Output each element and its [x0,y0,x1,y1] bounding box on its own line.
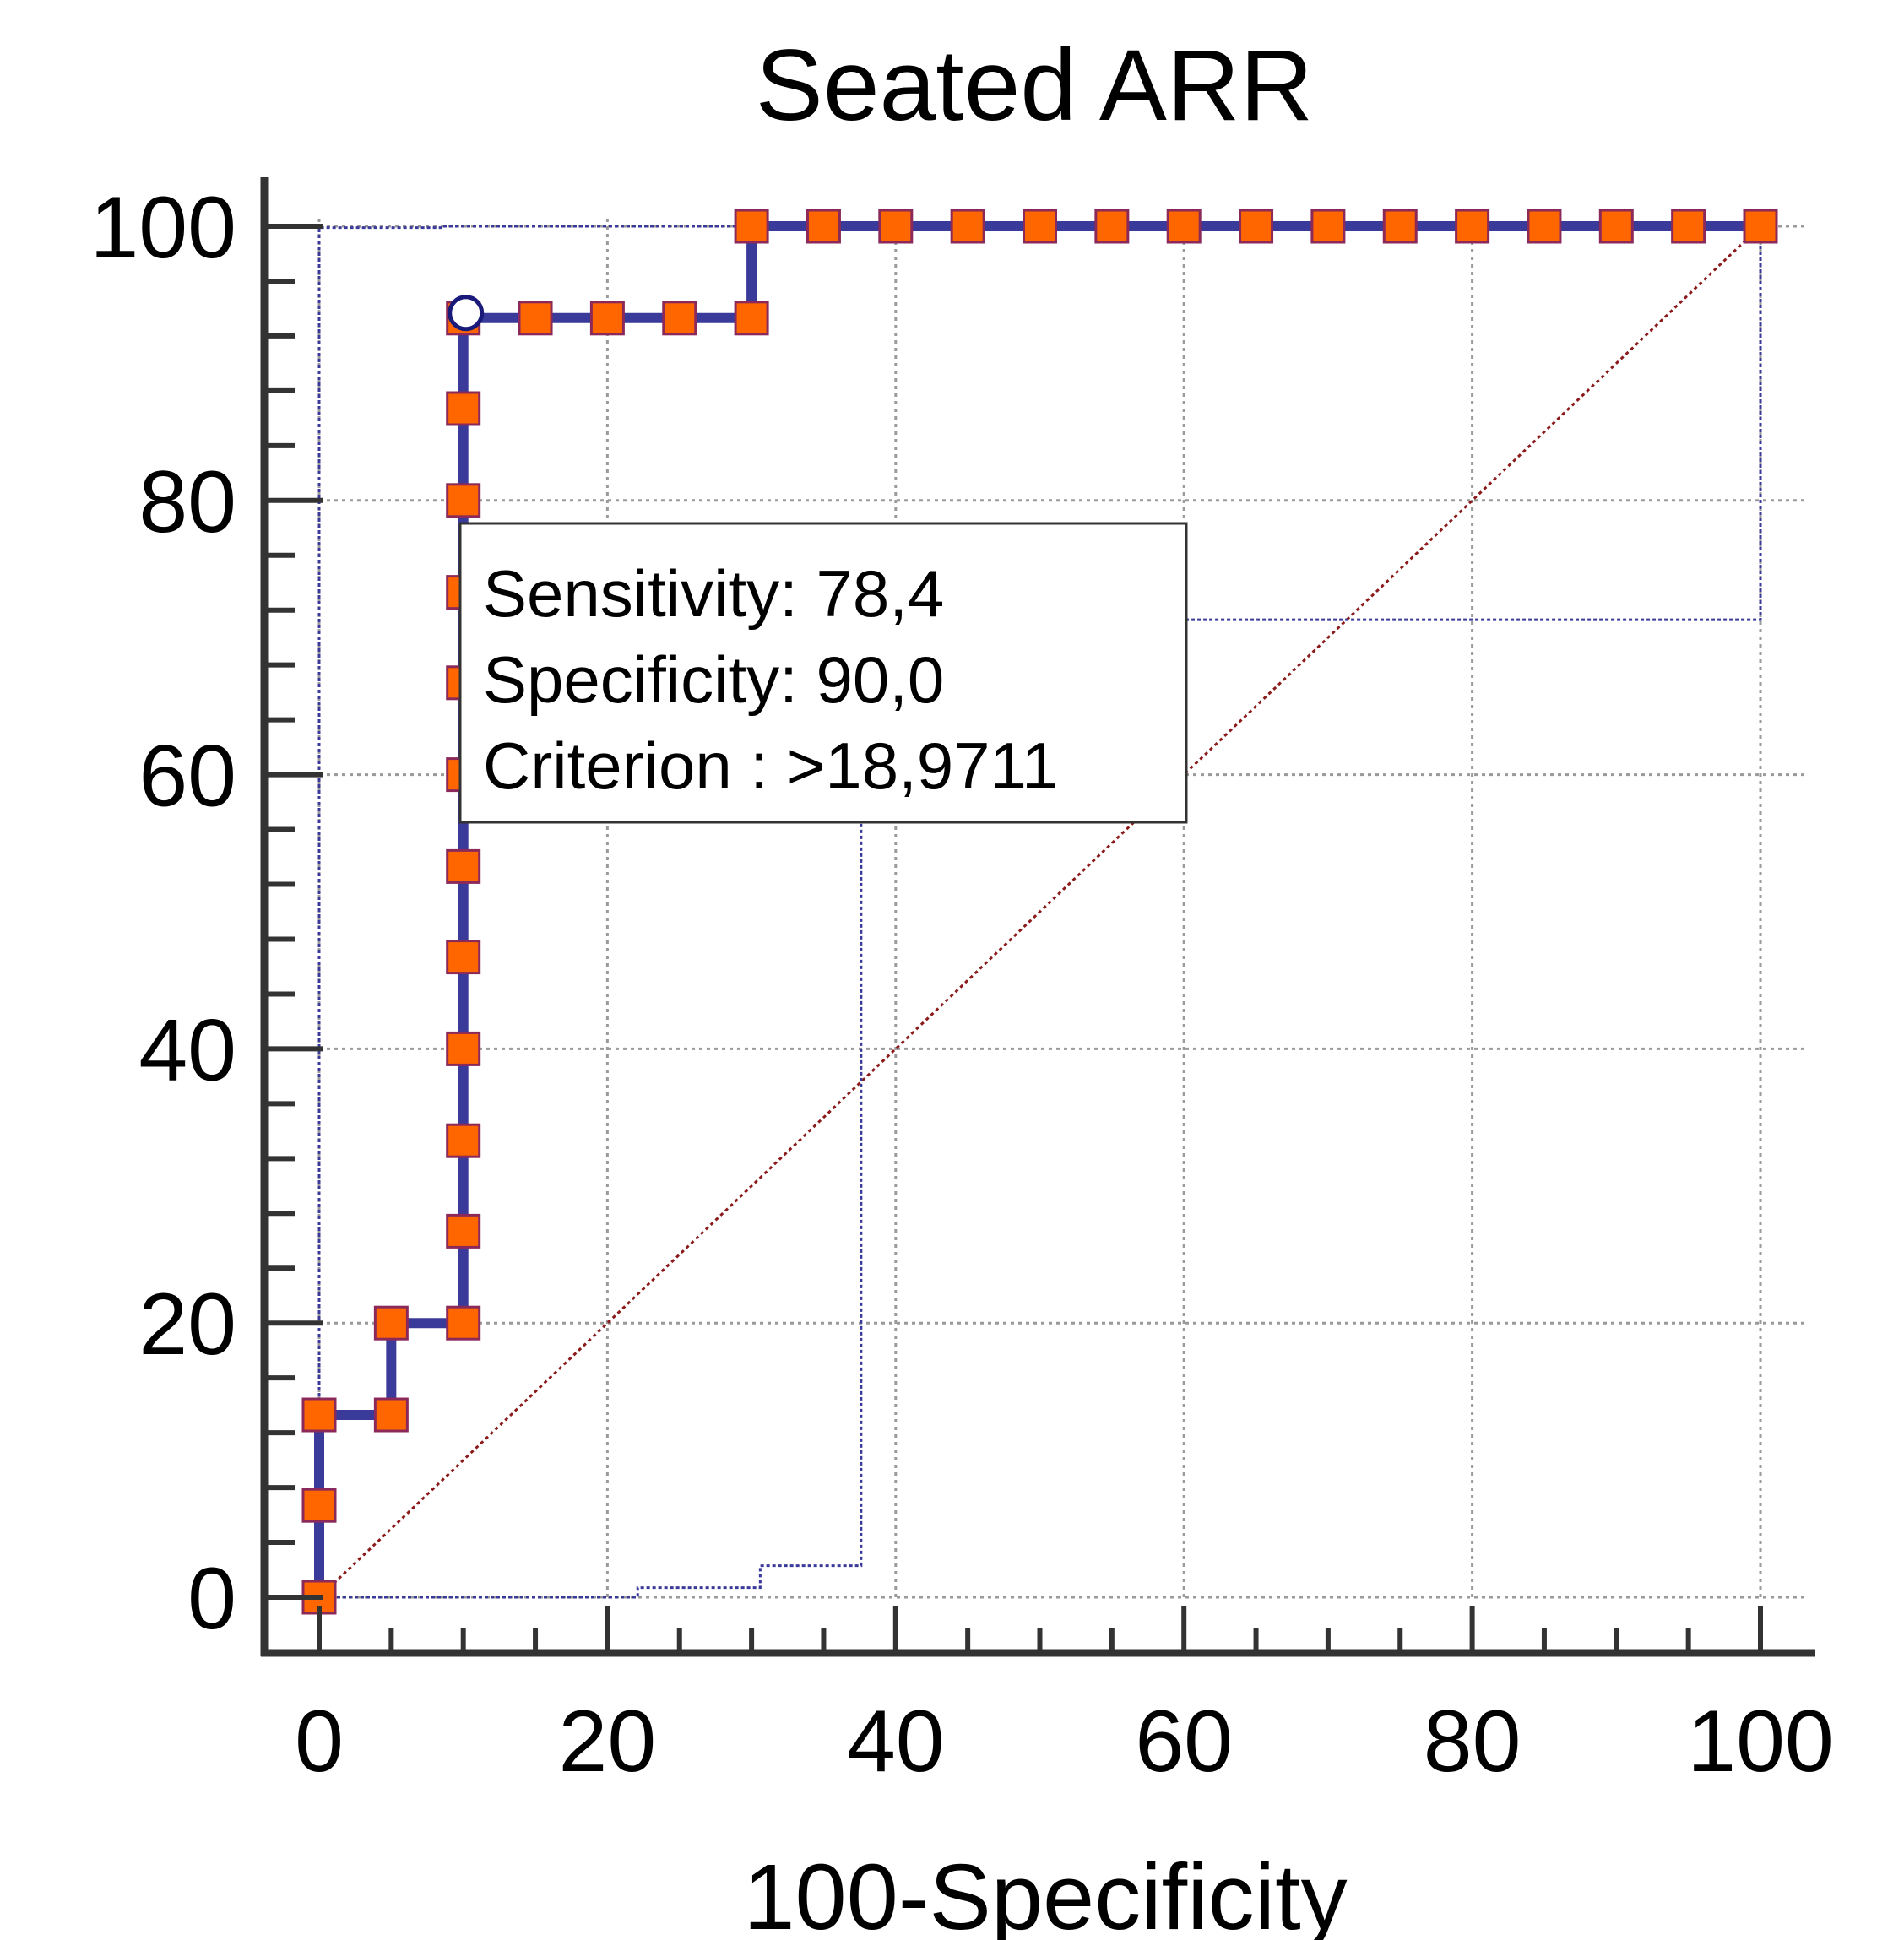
roc-point [589,301,625,336]
y-tick-label: 60 [138,728,236,826]
reference-line-layer [317,225,1762,1599]
y-tick-label: 20 [138,1276,236,1374]
roc-point [373,1305,409,1341]
x-tick-label: 20 [559,1693,657,1791]
roc-point [446,1305,481,1341]
roc-point [1671,209,1706,244]
roc-curve-layer [301,209,1778,1615]
x-axis-title: 100-Specificity [743,1845,1347,1940]
roc-point [446,1123,481,1158]
roc-point [446,1031,481,1066]
lower-confidence-bound-line [319,226,1762,1599]
roc-point [373,1397,409,1433]
roc-point [446,848,481,884]
chart-title: Seated ARR [756,29,1313,142]
roc-point [1023,209,1057,244]
x-tick-label: 100 [1687,1693,1834,1791]
axes [260,177,1815,1657]
roc-point [1743,209,1778,244]
roc-point [806,209,841,244]
roc-point [662,301,697,336]
y-tick-label: 40 [138,1001,236,1099]
criterion-annotation-box: Sensitivity: 78,4 Specificity: 90,0 Crit… [458,522,1188,824]
tick-labels: 0 20 40 60 80 100 0 20 40 60 80 100 [90,179,1833,1791]
annotation-criterion: Criterion : >18,9711 [483,729,1058,803]
roc-point [1239,209,1274,244]
roc-point [518,301,553,336]
x-tick-label: 60 [1135,1693,1233,1791]
y-tick-label: 100 [90,179,236,277]
roc-point [878,209,914,244]
roc-point [446,940,481,975]
roc-point [1094,209,1130,244]
grid-lines [317,216,1808,1599]
roc-point [950,209,985,244]
x-tick-label: 40 [847,1693,945,1791]
roc-point [1166,209,1202,244]
annotation-sensitivity: Sensitivity: 78,4 [483,556,944,631]
y-tick-label: 80 [138,453,236,551]
roc-point [446,391,481,426]
reference-diagonal-line [317,225,1762,1599]
roc-point [301,1488,337,1523]
roc-point [1527,209,1562,244]
y-tick-label: 0 [187,1550,236,1648]
roc-point [446,483,481,518]
annotation-specificity: Specificity: 90,0 [483,642,944,717]
roc-point [1310,209,1346,244]
optimal-criterion-point [448,295,485,332]
x-tick-label: 0 [295,1693,344,1791]
roc-point [734,209,769,244]
x-tick-label: 80 [1424,1693,1522,1791]
roc-point [301,1397,337,1433]
annotation-box [458,522,1188,824]
roc-point [1455,209,1490,244]
roc-point [1598,209,1634,244]
roc-point [446,1213,481,1249]
roc-point [1382,209,1418,244]
roc-point [734,301,769,336]
